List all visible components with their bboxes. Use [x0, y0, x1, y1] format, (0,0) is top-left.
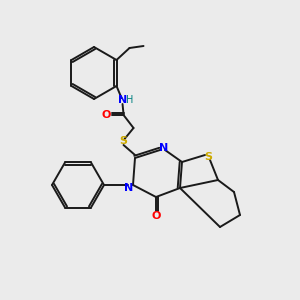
- Text: N: N: [124, 183, 134, 193]
- Text: O: O: [102, 110, 111, 120]
- Text: N: N: [118, 95, 127, 105]
- Text: S: S: [204, 152, 212, 162]
- Text: S: S: [119, 136, 128, 146]
- Text: O: O: [151, 211, 161, 221]
- Text: H: H: [126, 95, 133, 105]
- Text: N: N: [159, 143, 169, 153]
